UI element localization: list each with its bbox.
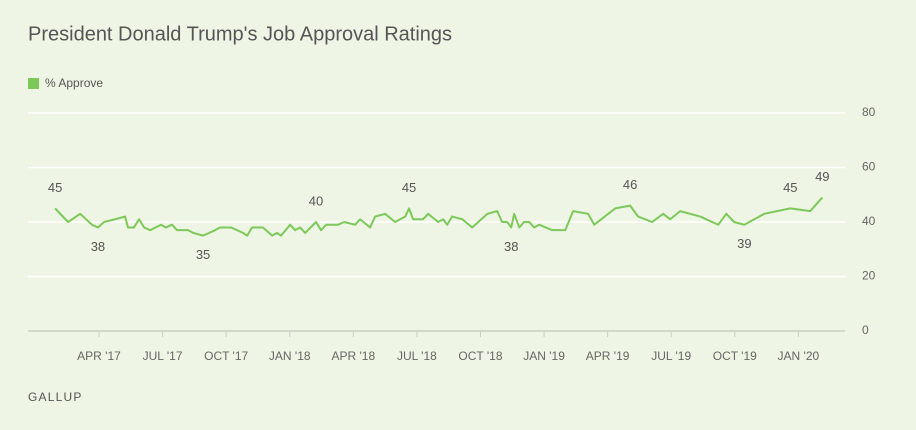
y-tick-label: 0 <box>862 323 869 337</box>
y-tick-label: 20 <box>862 269 876 283</box>
x-tick-label: JUL '19 <box>651 349 691 363</box>
data-label: 45 <box>48 180 62 195</box>
x-tick-label: APR '19 <box>586 349 630 363</box>
data-label: 35 <box>196 247 210 262</box>
x-tick-label: JAN '20 <box>778 349 820 363</box>
data-label: 40 <box>309 193 323 208</box>
data-label: 38 <box>504 239 518 254</box>
x-tick-label: OCT '17 <box>204 349 248 363</box>
x-tick-label: APR '18 <box>331 349 375 363</box>
data-label: 45 <box>402 180 416 195</box>
x-tick-label: JUL '17 <box>143 349 183 363</box>
y-tick-label: 40 <box>862 214 876 228</box>
source: GALLUP <box>28 390 83 404</box>
line <box>54 196 824 237</box>
x-tick-label: OCT '19 <box>713 349 757 363</box>
y-tick-label: 80 <box>862 105 876 119</box>
data-label: 39 <box>737 236 751 251</box>
legend-label: % Approve <box>45 76 103 90</box>
data-label: 45 <box>783 180 797 195</box>
x-tick-label: JAN '18 <box>269 349 311 363</box>
data-label: 38 <box>91 239 105 254</box>
chart-title: President Donald Trump's Job Approval Ra… <box>28 23 452 45</box>
x-tick-label: OCT '18 <box>458 349 502 363</box>
x-tick-label: JAN '19 <box>523 349 565 363</box>
data-label: 49 <box>815 169 829 184</box>
y-tick-label: 60 <box>862 160 876 174</box>
legend-swatch <box>28 78 39 89</box>
x-tick-label: APR '17 <box>77 349 121 363</box>
x-tick-label: JUL '18 <box>397 349 437 363</box>
data-label: 46 <box>623 177 637 192</box>
